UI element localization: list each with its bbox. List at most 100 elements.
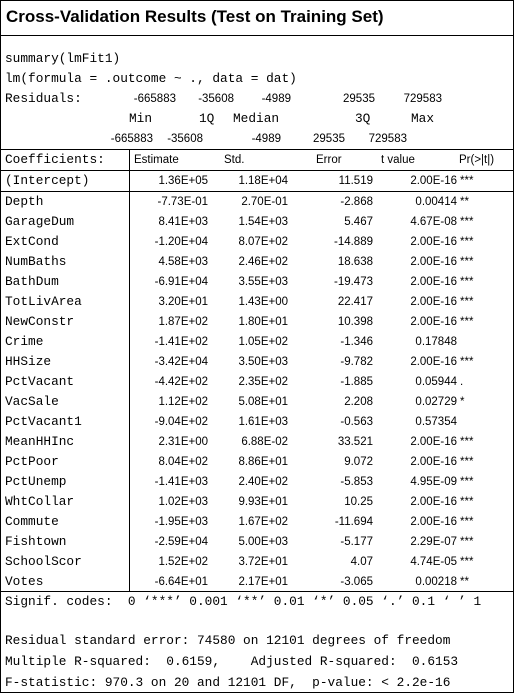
- coef-std-error: 1.54E+03: [238, 216, 288, 228]
- column-header: Std.: [224, 154, 245, 166]
- column-rule: [129, 149, 130, 591]
- rule: [1, 191, 513, 192]
- residual-value: 29535: [343, 93, 375, 105]
- coef-t-value: -9.782: [340, 356, 373, 368]
- coef-signif: **: [460, 196, 469, 208]
- coef-estimate: 4.58E+03: [158, 256, 208, 268]
- coef-signif: ***: [460, 316, 474, 328]
- coef-t-value: 5.467: [344, 216, 373, 228]
- coef-t-value: -11.694: [334, 516, 373, 528]
- coef-p-value: 2.00E-16: [410, 516, 457, 528]
- coef-std-error: 1.43E+00: [238, 296, 288, 308]
- coef-name: MeanHHInc: [5, 434, 75, 449]
- coef-std-error: 8.07E+02: [238, 236, 288, 248]
- coef-name: PctUnemp: [5, 474, 67, 489]
- coef-name: Depth: [5, 194, 44, 209]
- coef-estimate: 1.87E+02: [158, 316, 208, 328]
- coef-t-value: 18.638: [337, 256, 373, 268]
- coef-name: NewConstr: [5, 314, 75, 329]
- residual-value: -665883: [110, 133, 153, 145]
- coef-t-value: 9.072: [344, 456, 373, 468]
- coef-t-value: 4.07: [350, 556, 373, 568]
- coef-std-error: 1.18E+04: [238, 175, 288, 187]
- coef-t-value: -19.473: [333, 276, 373, 288]
- coef-name: GarageDum: [5, 214, 75, 229]
- signif-codes: Signif. codes: 0 ‘***’ 0.001 ‘**’ 0.01 ‘…: [5, 594, 482, 609]
- coef-p-value: 0.17848: [415, 336, 457, 348]
- rule: [1, 170, 513, 171]
- coef-std-error: 1.67E+02: [238, 516, 288, 528]
- coef-signif: ***: [460, 436, 474, 448]
- coef-t-value: 10.25: [344, 496, 373, 508]
- coef-signif: ***: [460, 356, 474, 368]
- coef-std-error: 2.46E+02: [238, 256, 288, 268]
- coef-std-error: 2.70E-01: [241, 196, 288, 208]
- summary-line: Multiple R-squared: 0.6159, Adjusted R-s…: [5, 654, 459, 669]
- coef-std-error: 3.72E+01: [238, 556, 288, 568]
- summary-line: F-statistic: 970.3 on 20 and 12101 DF, p…: [5, 675, 451, 690]
- quantile-label: Min: [129, 111, 153, 126]
- column-header: Pr(>|t|): [459, 154, 495, 166]
- quantile-label: Median: [233, 111, 280, 126]
- coef-name: Commute: [5, 514, 59, 529]
- residual-value: -665883: [133, 93, 176, 105]
- coef-estimate: 8.41E+03: [158, 216, 208, 228]
- coef-t-value: -2.868: [340, 196, 373, 208]
- coef-estimate: 1.02E+03: [158, 496, 208, 508]
- coef-t-value: -1.346: [340, 336, 373, 348]
- coef-name: PctVacant: [5, 374, 75, 389]
- coef-name: (Intercept): [5, 173, 90, 188]
- coef-p-value: 2.29E-07: [410, 536, 457, 548]
- residual-value: 29535: [313, 133, 345, 145]
- coef-signif: ***: [460, 236, 474, 248]
- coef-p-value: 2.00E-16: [410, 316, 457, 328]
- coef-name: PctVacant1: [5, 414, 82, 429]
- quantile-label: 3Q: [355, 111, 371, 126]
- residual-value: 729583: [403, 93, 442, 105]
- residuals-label: Residuals:: [5, 91, 82, 106]
- coef-estimate: -1.41E+02: [154, 336, 208, 348]
- coef-std-error: 2.40E+02: [238, 476, 288, 488]
- coef-std-error: 2.17E+01: [238, 576, 288, 588]
- quantile-label: 1Q: [199, 111, 215, 126]
- coef-name: BathDum: [5, 274, 59, 289]
- coef-signif: **: [460, 576, 469, 588]
- coef-estimate: 1.36E+05: [158, 175, 208, 187]
- coef-p-value: 0.00218: [415, 576, 457, 588]
- coef-signif: ***: [460, 175, 474, 187]
- column-header: Coefficients:: [5, 152, 105, 167]
- coef-p-value: 2.00E-16: [410, 456, 457, 468]
- coef-t-value: -5.853: [340, 476, 373, 488]
- coef-name: ExtCond: [5, 234, 59, 249]
- coef-estimate: -6.91E+04: [154, 276, 208, 288]
- summary-line: Residual standard error: 74580 on 12101 …: [5, 633, 451, 648]
- residual-value: 729583: [368, 133, 407, 145]
- coef-signif: ***: [460, 476, 474, 488]
- coef-std-error: 1.80E+01: [238, 316, 288, 328]
- coef-p-value: 2.00E-16: [410, 296, 457, 308]
- coef-std-error: 6.88E-02: [241, 436, 288, 448]
- coef-signif: ***: [460, 516, 474, 528]
- coef-name: Fishtown: [5, 534, 67, 549]
- coef-estimate: -2.59E+04: [154, 536, 208, 548]
- coef-name: Crime: [5, 334, 44, 349]
- coef-estimate: 1.52E+02: [158, 556, 208, 568]
- coef-name: NumBaths: [5, 254, 67, 269]
- coef-p-value: 2.00E-16: [410, 356, 457, 368]
- coef-p-value: 2.00E-16: [410, 436, 457, 448]
- coef-signif: ***: [460, 556, 474, 568]
- coef-p-value: 0.02729: [415, 396, 457, 408]
- coef-estimate: -4.42E+02: [154, 376, 208, 388]
- coef-t-value: 22.417: [337, 296, 373, 308]
- coef-signif: ***: [460, 536, 474, 548]
- column-header: t value: [381, 154, 415, 166]
- coef-std-error: 5.00E+03: [238, 536, 288, 548]
- coef-estimate: 2.31E+00: [158, 436, 208, 448]
- coef-estimate: 8.04E+02: [158, 456, 208, 468]
- coef-name: VacSale: [5, 394, 59, 409]
- coef-p-value: 0.05944: [415, 376, 457, 388]
- coef-estimate: -7.73E-01: [157, 196, 208, 208]
- coef-t-value: 33.521: [337, 436, 373, 448]
- coef-p-value: 2.00E-16: [410, 236, 457, 248]
